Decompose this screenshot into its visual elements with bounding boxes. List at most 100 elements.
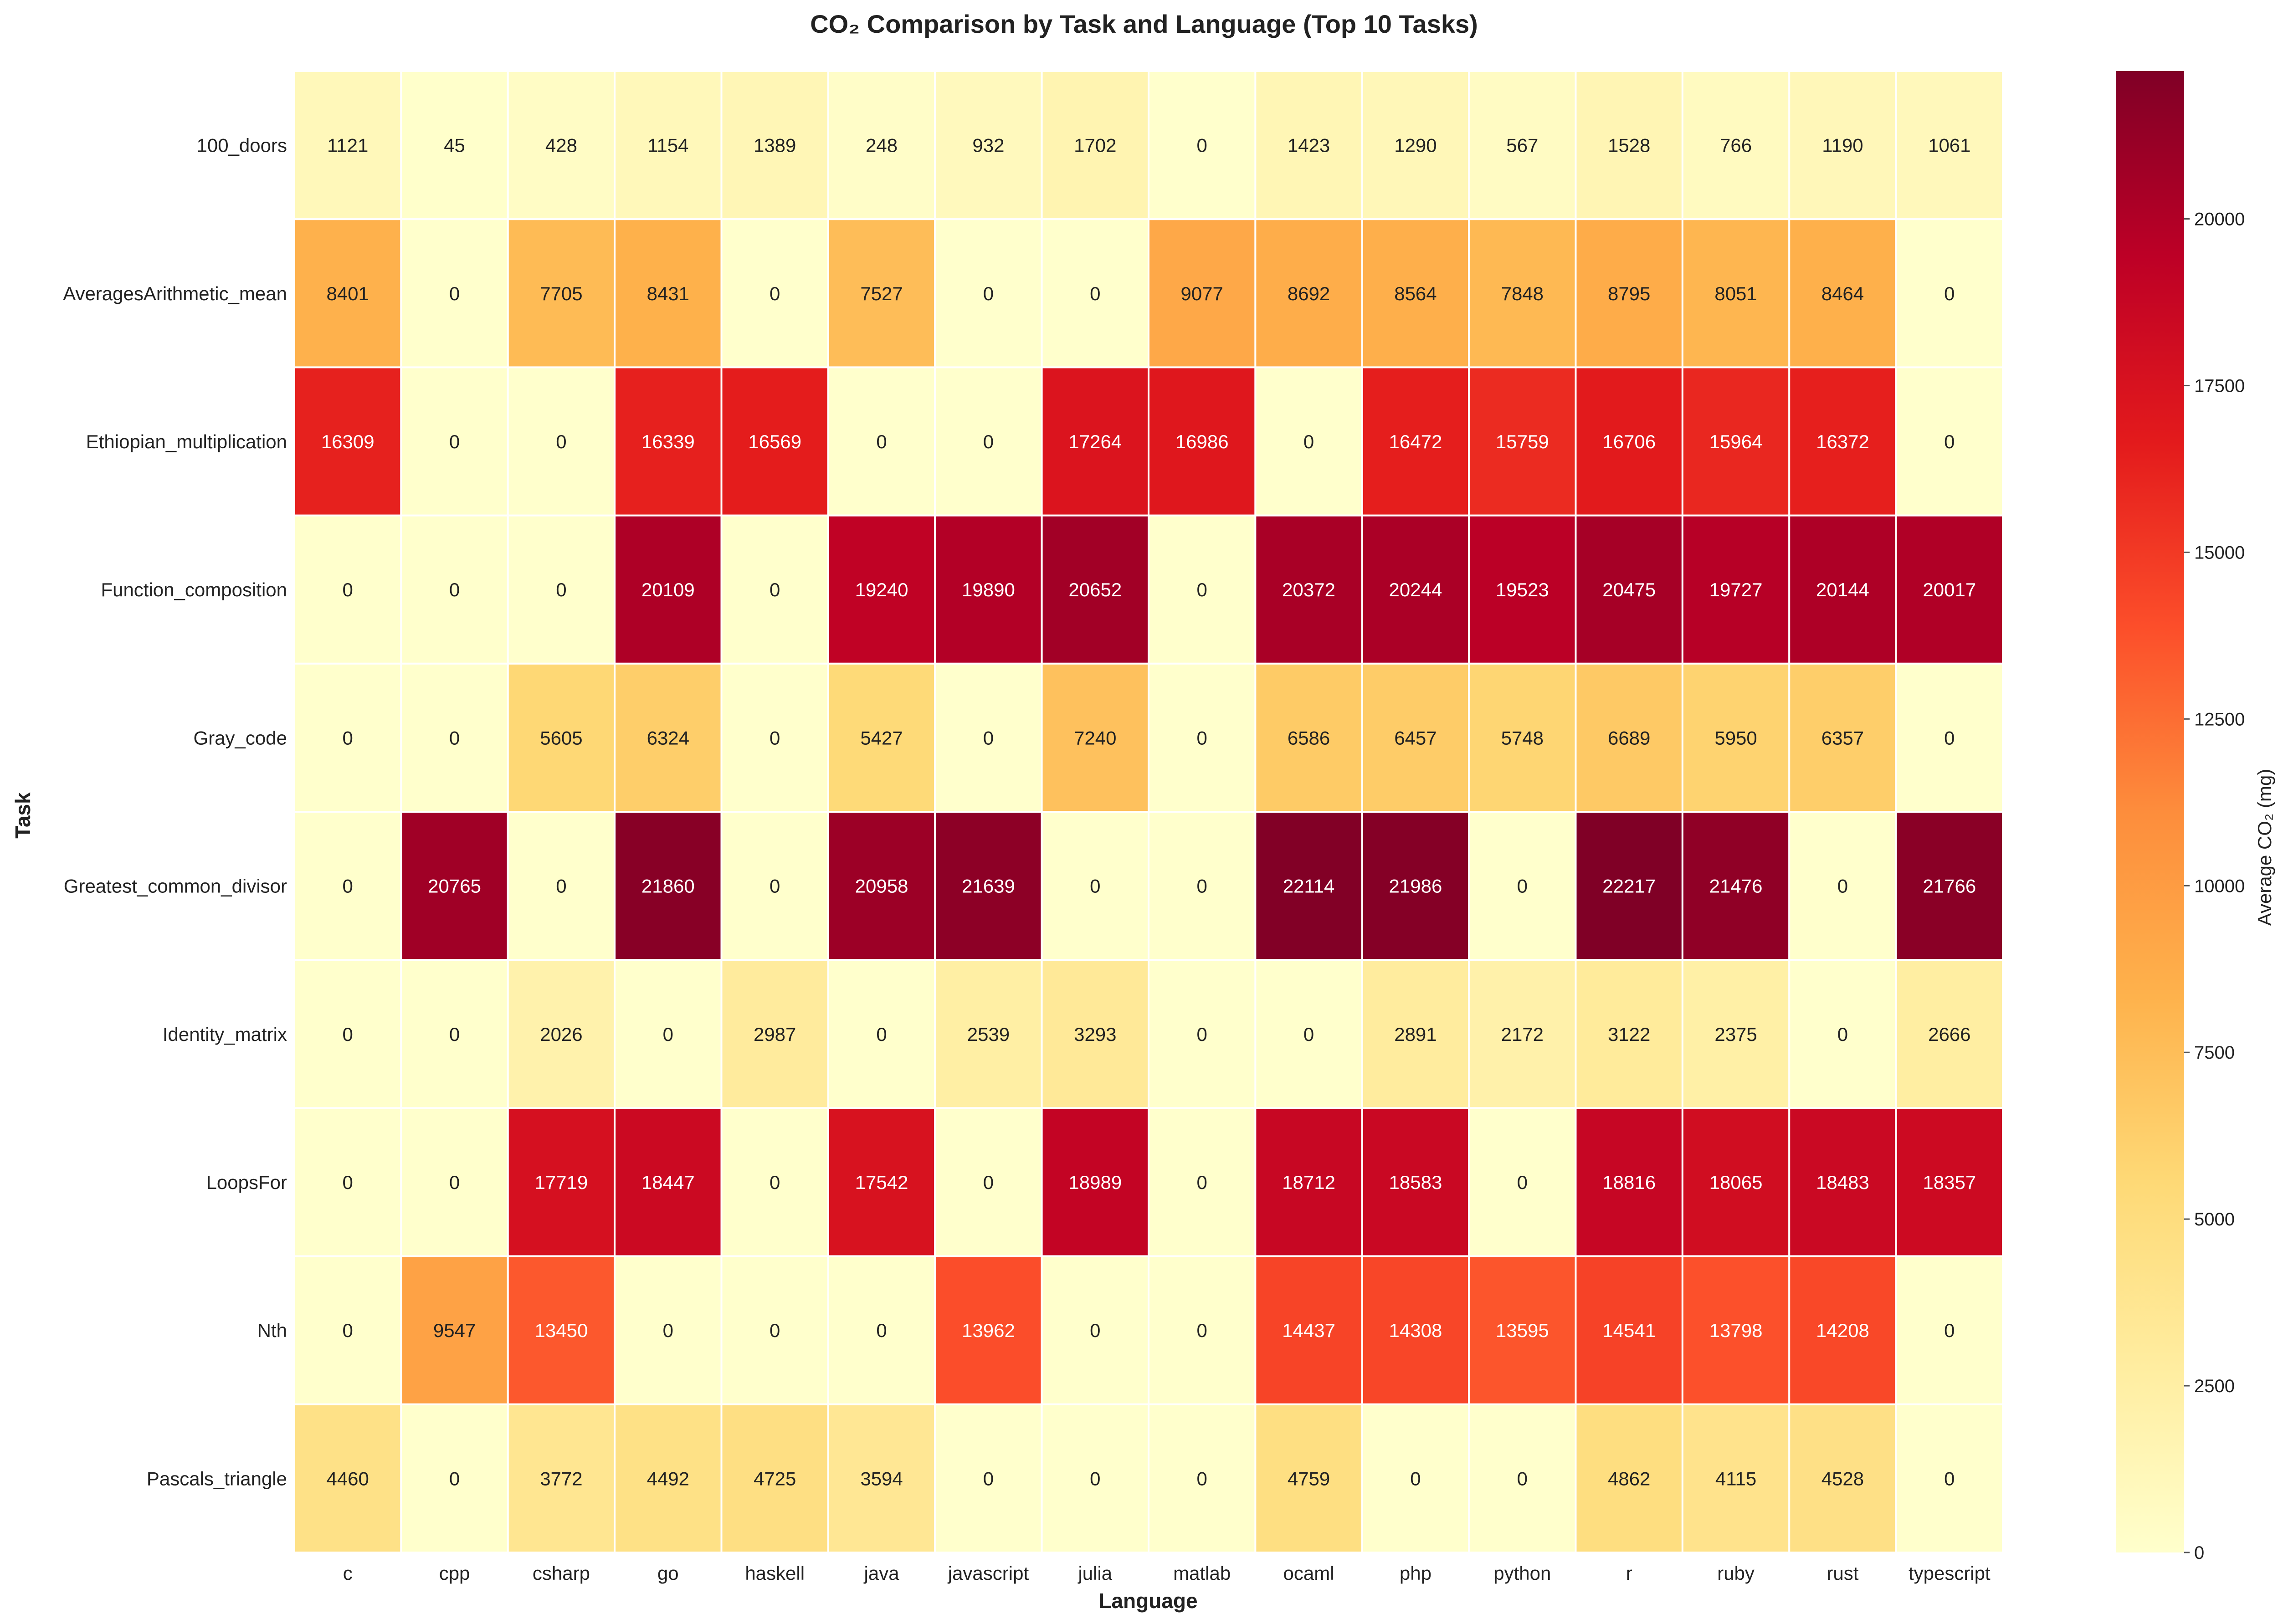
heatmap-cell (400, 514, 509, 665)
heatmap-cell (1681, 662, 1791, 813)
heatmap-cell-value: 4492 (647, 1468, 689, 1489)
heatmap-cell-value: 0 (1090, 1468, 1100, 1489)
heatmap-cell-value: 20652 (1068, 579, 1122, 600)
heatmap-cell (1895, 959, 2004, 1109)
heatmap-cell-value: 932 (972, 135, 1004, 156)
heatmap-cell-value: 0 (343, 1320, 353, 1341)
heatmap-cell (1468, 70, 1577, 220)
heatmap-cell (1468, 811, 1577, 961)
heatmap-cell (720, 218, 829, 369)
heatmap-cell-value: 18816 (1602, 1172, 1656, 1193)
heatmap-cell (1575, 662, 1683, 813)
heatmap-cell (1361, 514, 1470, 665)
y-tick-label: Ethiopian_multiplication (86, 431, 287, 452)
heatmap-cell (1041, 366, 1149, 517)
heatmap-cell (400, 662, 509, 813)
heatmap-cell-value: 0 (1837, 876, 1848, 897)
heatmap-cell-value: 0 (1197, 1024, 1207, 1045)
heatmap-cell-value: 20017 (1923, 579, 1976, 600)
heatmap-cell-value: 6324 (647, 727, 689, 748)
heatmap-cell-value: 0 (876, 1320, 887, 1341)
heatmap-cell (1361, 1403, 1470, 1554)
heatmap-cell (1681, 1255, 1791, 1405)
heatmap-cell-value: 14437 (1282, 1320, 1335, 1341)
heatmap-cell (1041, 514, 1149, 665)
heatmap-cell (1468, 1403, 1577, 1554)
heatmap-cell-value: 0 (663, 1024, 673, 1045)
heatmap-cell-value: 7240 (1074, 727, 1116, 748)
heatmap-cell (1041, 811, 1149, 961)
x-tick-label: r (1626, 1563, 1632, 1584)
heatmap-cell-value: 1423 (1288, 135, 1330, 156)
heatmap-cell-value: 1121 (327, 135, 368, 156)
heatmap-cell-value: 14208 (1816, 1320, 1869, 1341)
x-axis-label: Language (1098, 1589, 1197, 1613)
heatmap-cell (1681, 366, 1791, 517)
heatmap-cell-value: 6457 (1394, 727, 1437, 748)
heatmap-cell-value: 8692 (1288, 283, 1330, 304)
heatmap-cell (1041, 662, 1149, 813)
heatmap-cell-value: 0 (343, 579, 353, 600)
heatmap-cell-value: 0 (449, 579, 460, 600)
heatmap-cell (827, 959, 936, 1109)
heatmap-cell (1254, 366, 1363, 517)
heatmap-cell (1254, 1107, 1363, 1257)
heatmap-cell (1788, 366, 1897, 517)
heatmap-cell-value: 20765 (428, 876, 481, 897)
heatmap-cell (293, 70, 402, 220)
heatmap-cell-value: 0 (1197, 876, 1207, 897)
heatmap-cell-value: 0 (556, 876, 566, 897)
heatmap-cell (1468, 662, 1577, 813)
heatmap-cell-value: 21766 (1923, 876, 1976, 897)
heatmap-cell-value: 13595 (1496, 1320, 1549, 1341)
heatmap-cell-value: 6689 (1608, 727, 1650, 748)
heatmap-cell-value: 21860 (641, 876, 695, 897)
heatmap-cell-value: 18712 (1282, 1172, 1335, 1193)
heatmap-cell-value: 0 (343, 876, 353, 897)
heatmap-cell-value: 2375 (1714, 1024, 1757, 1045)
colorbar-tick-label: 17500 (2194, 376, 2245, 396)
heatmap-cell-value: 0 (770, 727, 780, 748)
heatmap-cell-value: 0 (449, 1024, 460, 1045)
heatmap-cell-value: 22114 (1283, 876, 1335, 897)
x-tick-label: typescript (1909, 1563, 1991, 1584)
x-tick-label: javascript (947, 1563, 1029, 1584)
heatmap-cell-value: 0 (1944, 1468, 1955, 1489)
heatmap-cell (1895, 1403, 2004, 1554)
heatmap-cell (1788, 1107, 1897, 1257)
heatmap-cell (827, 514, 936, 665)
heatmap-cell (934, 1255, 1043, 1405)
heatmap-cell (1041, 959, 1149, 1109)
heatmap-cell-value: 0 (449, 1468, 460, 1489)
heatmap-cell (614, 218, 723, 369)
heatmap-cell-value: 1154 (647, 135, 688, 156)
colorbar-tick-label: 15000 (2194, 543, 2245, 563)
heatmap-cell (1254, 662, 1363, 813)
heatmap-cell (614, 366, 723, 517)
heatmap-cell-value: 18989 (1068, 1172, 1122, 1193)
heatmap-cell-value: 0 (1303, 1024, 1314, 1045)
colorbar-tick-label: 2500 (2194, 1376, 2235, 1396)
y-axis-ticks: 100_doors AveragesArithmetic_mean Ethiopia… (63, 135, 287, 1490)
heatmap-cell (1895, 1255, 2004, 1405)
heatmap-cell-value: 0 (556, 579, 566, 600)
heatmap-cell-value: 16706 (1602, 431, 1656, 452)
heatmap-cell-value: 0 (983, 727, 994, 748)
y-tick-label: Gray_code (194, 727, 287, 748)
heatmap-cell-value: 8051 (1714, 283, 1757, 304)
heatmap-cell (1041, 1403, 1149, 1554)
heatmap-cell (1148, 218, 1257, 369)
heatmap-cell (1468, 959, 1577, 1109)
heatmap-cell-value: 0 (983, 1172, 994, 1193)
heatmap-cell (720, 366, 829, 517)
heatmap-cell (614, 959, 723, 1109)
heatmap-cell-value: 2026 (540, 1024, 582, 1045)
x-tick-label: ruby (1717, 1563, 1755, 1584)
heatmap-cell (507, 1255, 616, 1405)
heatmap-cell-value: 21639 (962, 876, 1015, 897)
heatmap-cell-value: 0 (1944, 283, 1955, 304)
heatmap-cell (1468, 1107, 1577, 1257)
heatmap-cell-value: 2666 (1928, 1024, 1970, 1045)
heatmap-cell (1895, 662, 2004, 813)
heatmap-cell-value: 1702 (1074, 135, 1116, 156)
